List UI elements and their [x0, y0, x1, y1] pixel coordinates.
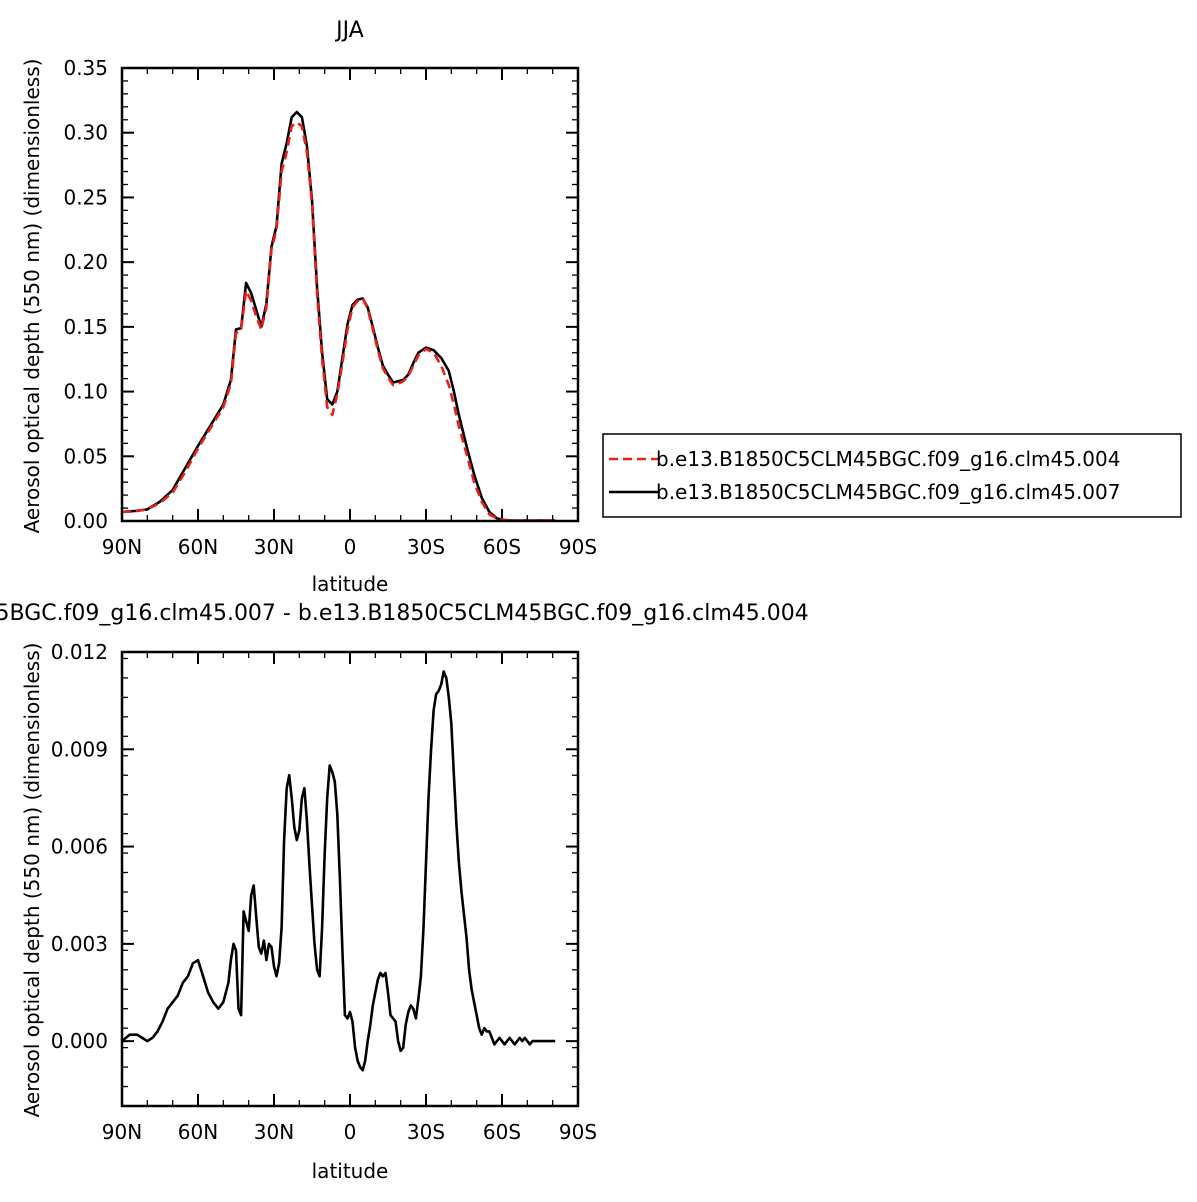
y-tick-label-top: 0.25: [63, 185, 108, 209]
series-line-top-1: [121, 110, 556, 522]
y-tick-label-top: 0.35: [63, 56, 108, 80]
x-tick-label-top: 60N: [178, 535, 218, 559]
x-tick-label-bottom: 30N: [254, 1120, 294, 1144]
x-tick-label-bottom: 0: [344, 1120, 357, 1144]
series-line-bottom-0: [121, 670, 556, 1072]
y-axis-label-top: Aerosol optical depth (550 nm) (dimensio…: [20, 59, 44, 534]
x-axis-label-bottom: latitude: [312, 1159, 389, 1183]
x-tick-label-bottom: 60S: [483, 1120, 521, 1144]
legend-label-004: b.e13.B1850C5CLM45BGC.f09_g16.clm45.004: [656, 447, 1120, 471]
y-tick-label-bottom: 0.003: [51, 932, 108, 956]
chart-title-top: JJA: [334, 18, 364, 43]
plot-frame-bottom: [120, 650, 580, 1108]
y-axis-label-bottom: Aerosol optical depth (550 nm) (dimensio…: [20, 643, 44, 1118]
x-tick-label-top: 90S: [559, 535, 597, 559]
x-tick-label-top: 60S: [483, 535, 521, 559]
legend-label-007: b.e13.B1850C5CLM45BGC.f09_g16.clm45.007: [656, 480, 1120, 504]
x-tick-label-bottom: 90S: [559, 1120, 597, 1144]
y-tick-label-bottom: 0.000: [51, 1029, 108, 1053]
y-tick-label-top: 0.20: [63, 250, 108, 274]
series-line-top-0: [121, 121, 556, 522]
chart-panel-top: JJA Aerosol optical depth (550 nm) (dime…: [20, 18, 597, 596]
y-tick-label-bottom: 0.012: [51, 640, 108, 664]
legend-box: [602, 433, 1182, 518]
x-tick-label-top: 0: [344, 535, 357, 559]
y-tick-label-top: 0.30: [63, 121, 108, 145]
series-group-top: [121, 110, 556, 522]
x-tick-label-bottom: 30S: [407, 1120, 445, 1144]
x-axis-label-top: latitude: [312, 572, 389, 596]
plot-frame-top: [120, 66, 580, 523]
x-tick-label-bottom: 60N: [178, 1120, 218, 1144]
x-tick-label-top: 30S: [407, 535, 445, 559]
chart-title-bottom: b.e13.B1850C5CLM45BGC.f09_g16.clm45.007 …: [0, 601, 809, 626]
chart-panel-bottom: b.e13.B1850C5CLM45BGC.f09_g16.clm45.007 …: [0, 601, 809, 1183]
y-tick-label-top: 0.05: [63, 444, 108, 468]
y-tick-label-bottom: 0.006: [51, 835, 108, 859]
y-tick-label-top: 0.15: [63, 315, 108, 339]
x-tick-label-top: 30N: [254, 535, 294, 559]
legend: b.e13.B1850C5CLM45BGC.f09_g16.clm45.004 …: [602, 433, 1182, 518]
x-tick-label-bottom: 90N: [102, 1120, 142, 1144]
y-tick-label-top: 0.00: [63, 509, 108, 533]
y-tick-label-bottom: 0.009: [51, 737, 108, 761]
series-group-bottom: [121, 670, 556, 1072]
y-tick-label-top: 0.10: [63, 380, 108, 404]
x-tick-label-top: 90N: [102, 535, 142, 559]
